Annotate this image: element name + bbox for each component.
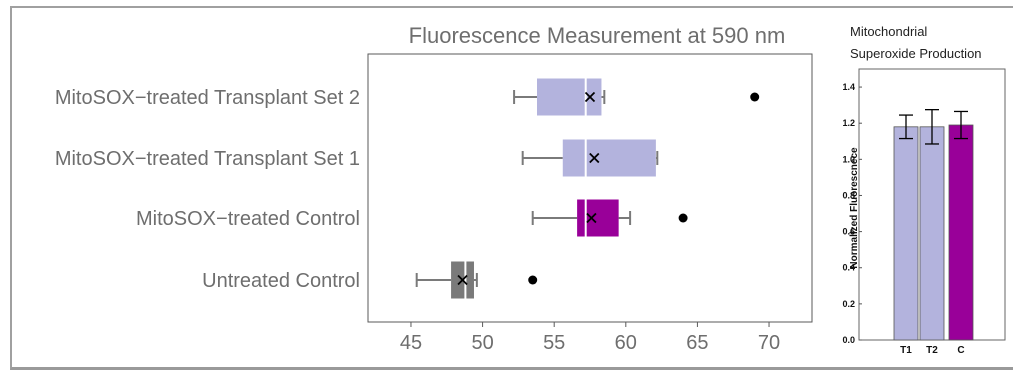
- barchart-y-tick-label: 1.4: [842, 82, 855, 92]
- box-outlier-point: [678, 213, 688, 223]
- barchart-title-line-2: Superoxide Production: [850, 46, 982, 61]
- boxplot-x-tick-label: 70: [758, 332, 780, 354]
- boxplot-title: Fluorescence Measurement at 590 nm: [409, 23, 786, 48]
- bar: [893, 126, 919, 341]
- boxplot-marks: [415, 78, 760, 299]
- box-iqr: [537, 78, 602, 116]
- barchart-y-tick-label: 0.0: [842, 335, 855, 345]
- boxplot-category-label: MitoSOX−treated Transplant Set 1: [55, 148, 360, 170]
- barchart-title-line-1: Mitochondrial: [850, 24, 927, 39]
- barchart-y-tick-label: 0.2: [842, 299, 855, 309]
- box-outlier-point: [750, 92, 760, 102]
- box-mean-marker: [584, 91, 596, 103]
- boxplot-x-tick-label: 65: [686, 332, 708, 354]
- barchart-y-axis: 0.0 0.2 0.4 0.6 0.8 1.0 1.2 1.4: [842, 82, 862, 345]
- box-mean-marker: [457, 274, 468, 286]
- box-outlier-point: [528, 275, 538, 285]
- barchart-x-tick-label: T1: [900, 345, 912, 356]
- barchart-x-tick-label: C: [957, 345, 964, 356]
- barchart-y-tick-label: 1.0: [842, 154, 855, 164]
- barchart-x-tick-label: T2: [926, 345, 938, 356]
- bar: [948, 124, 974, 341]
- barchart-y-tick-label: 0.4: [842, 263, 855, 273]
- barchart-y-tick-label: 0.6: [842, 227, 855, 237]
- barchart-y-tick-label: 1.2: [842, 118, 855, 128]
- box-mean-marker: [586, 212, 597, 224]
- box-mean-marker: [589, 152, 600, 164]
- boxplot-x-axis: 45 50 55 60 65 70: [400, 322, 780, 354]
- boxplot-x-tick-label: 55: [543, 332, 565, 354]
- boxplot-category-label: MitoSOX−treated Control: [136, 208, 360, 230]
- boxplot-category-label: MitoSOX−treated Transplant Set 2: [55, 87, 360, 109]
- box-iqr: [562, 139, 656, 177]
- bar: [919, 126, 945, 341]
- barchart-x-axis: T1 T2 C: [900, 345, 964, 356]
- figure-frame: [10, 6, 1013, 370]
- barchart-marks: [893, 109, 974, 341]
- boxplot-x-tick-label: 60: [615, 332, 637, 354]
- boxplot-category-labels: MitoSOX−treated Transplant Set 2 MitoSOX−…: [55, 87, 360, 292]
- barchart-y-axis-label: Normalized Fluorescnece: [849, 147, 860, 269]
- boxplot-x-tick-label: 45: [400, 332, 422, 354]
- boxplot-category-label: Untreated Control: [202, 270, 360, 292]
- boxplot-x-tick-label: 50: [471, 332, 493, 354]
- barchart-y-tick-label: 0.8: [842, 190, 855, 200]
- box-iqr: [577, 199, 619, 237]
- boxplot-frame: [367, 53, 813, 323]
